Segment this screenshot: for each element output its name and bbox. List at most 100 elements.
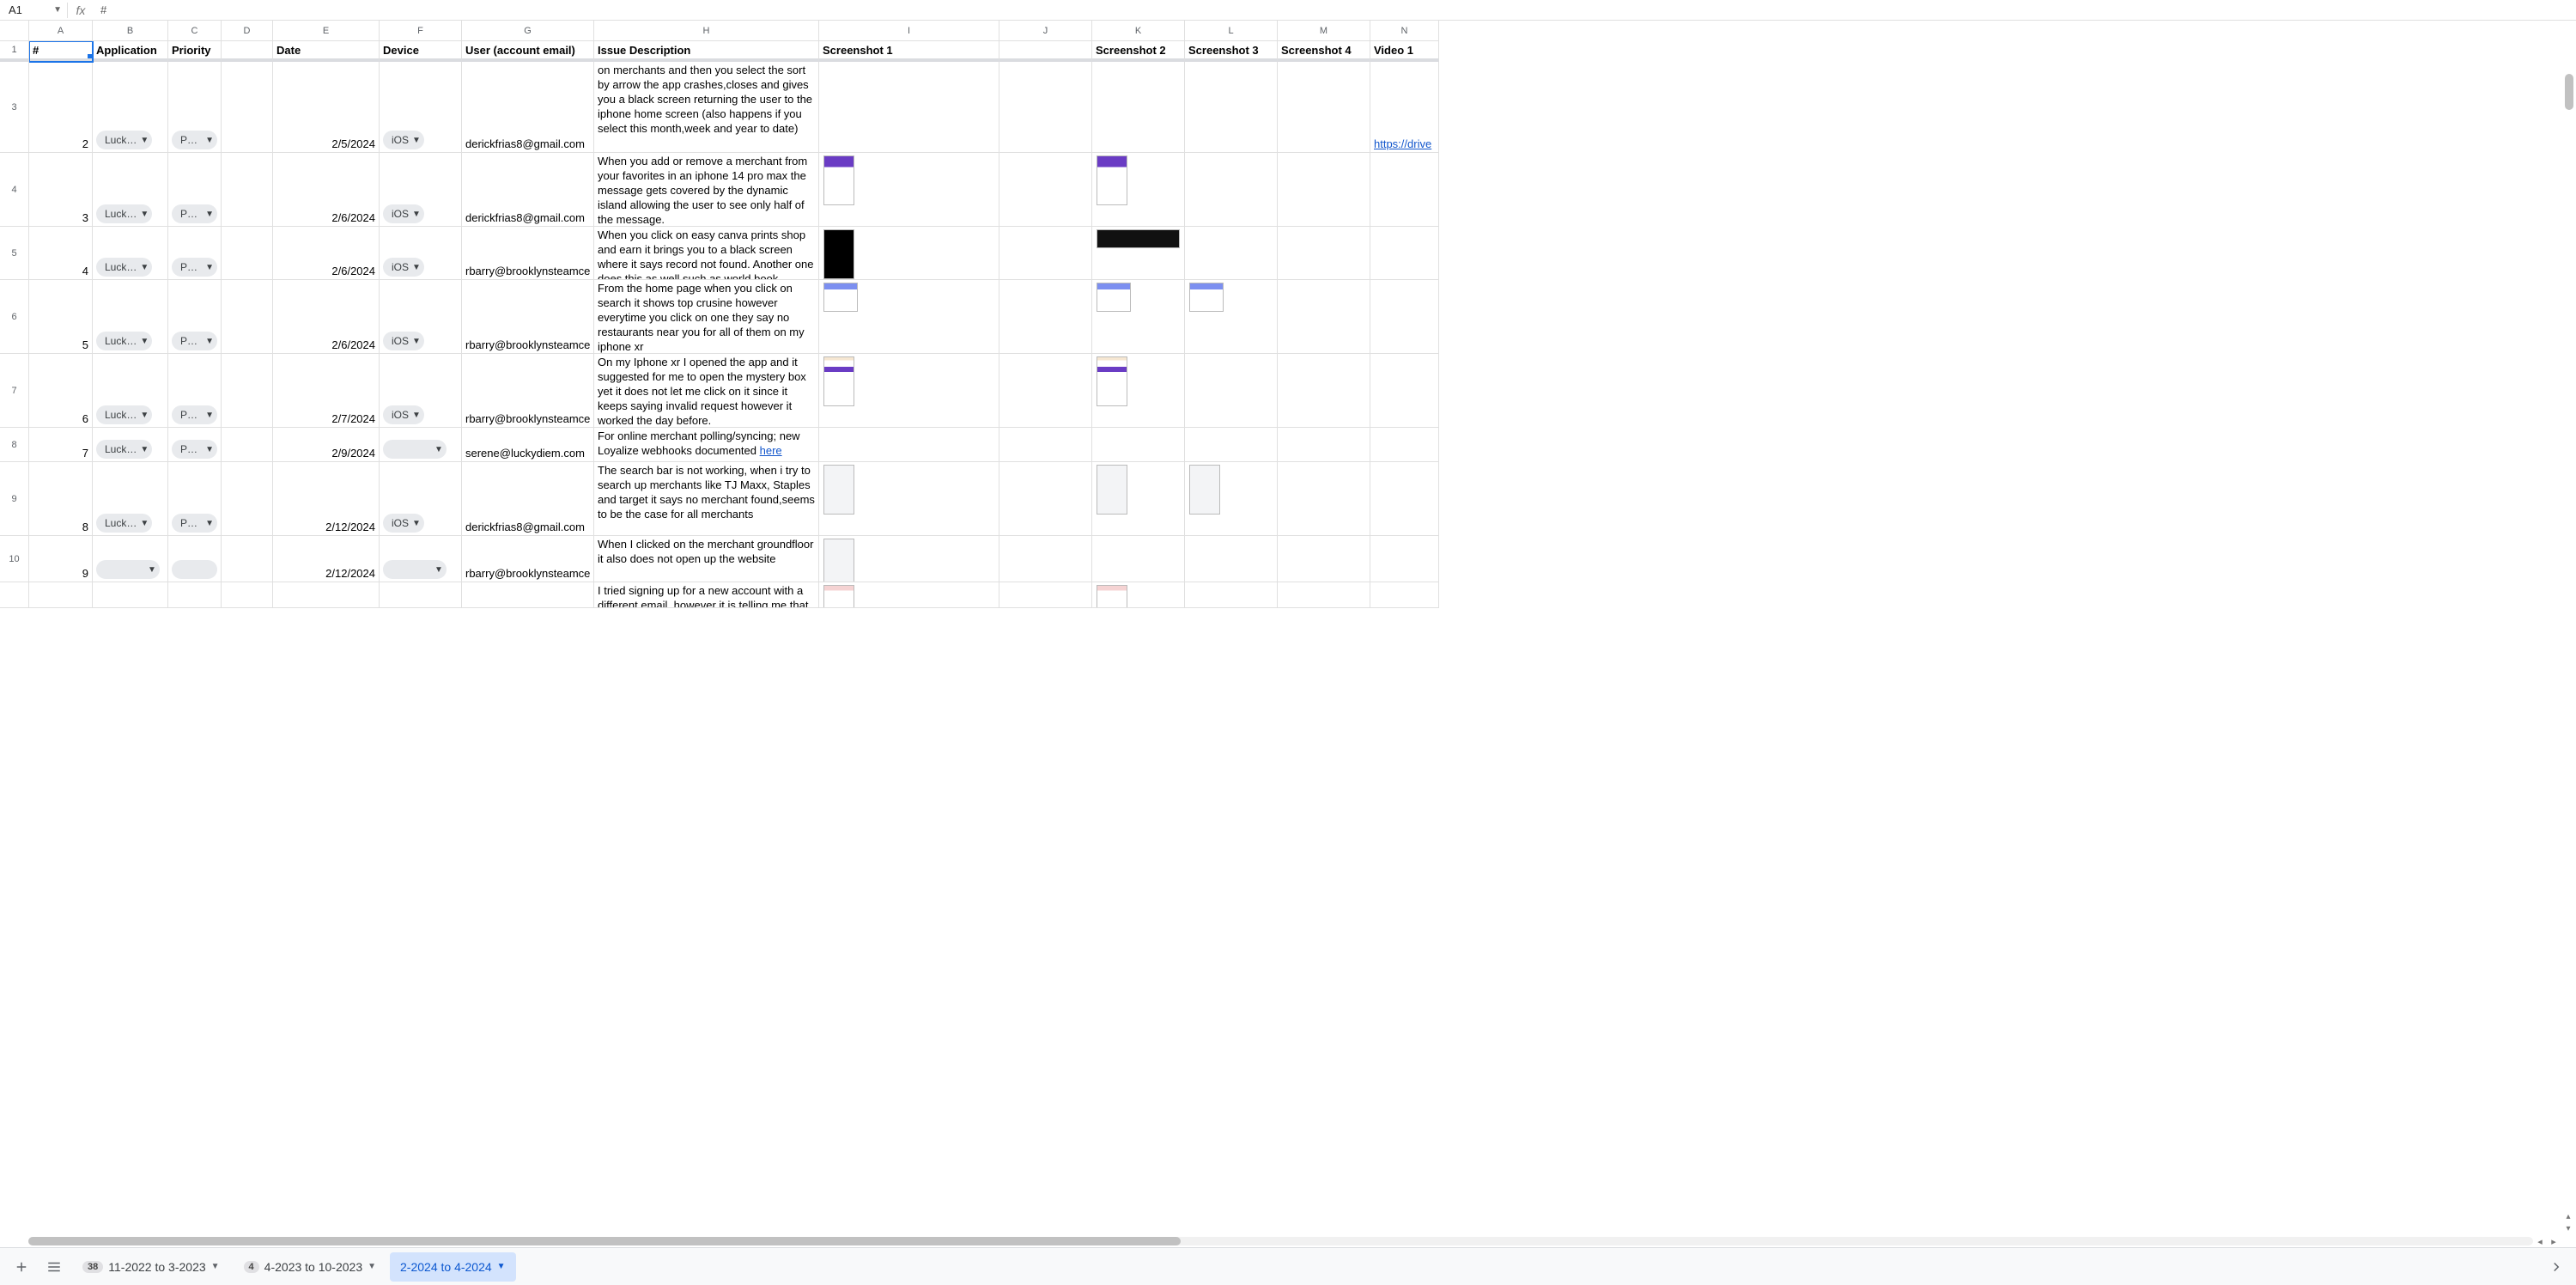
header-cell[interactable]: User (account email): [462, 41, 594, 62]
cell[interactable]: [1370, 536, 1439, 582]
row-header[interactable]: 6: [0, 280, 29, 354]
cell[interactable]: Luck…▼: [93, 462, 168, 536]
row-header[interactable]: 1: [0, 41, 29, 62]
screenshot-thumbnail[interactable]: [1097, 283, 1131, 312]
screenshot-thumbnail[interactable]: [1189, 283, 1224, 312]
cell[interactable]: [1092, 462, 1185, 536]
cell[interactable]: [222, 354, 273, 428]
column-header[interactable]: H: [594, 21, 819, 41]
screenshot-thumbnail[interactable]: [823, 585, 854, 608]
horizontal-scrollbar[interactable]: ◂ ▸: [28, 1235, 2561, 1247]
sheet-tab[interactable]: 44-2023 to 10-2023▼: [234, 1252, 386, 1282]
dropdown-chip[interactable]: P2 - M…▼: [172, 332, 217, 350]
row-header[interactable]: 9: [0, 462, 29, 536]
cell[interactable]: [222, 153, 273, 227]
cell[interactable]: [1278, 227, 1370, 280]
screenshot-thumbnail[interactable]: [1097, 229, 1180, 248]
cell[interactable]: [999, 227, 1092, 280]
header-cell[interactable]: Application: [93, 41, 168, 62]
screenshot-thumbnail[interactable]: [823, 155, 854, 205]
screenshot-thumbnail[interactable]: [823, 539, 854, 582]
cell[interactable]: [1370, 153, 1439, 227]
column-header[interactable]: A: [29, 21, 93, 41]
cell[interactable]: [999, 62, 1092, 153]
cell[interactable]: [999, 153, 1092, 227]
cell[interactable]: P2 - M…▼: [168, 354, 222, 428]
row-header[interactable]: 8: [0, 428, 29, 462]
row-header[interactable]: [0, 582, 29, 608]
all-sheets-button[interactable]: [39, 1252, 69, 1282]
cell[interactable]: For online merchant polling/syncing; new…: [594, 428, 819, 462]
cell[interactable]: [819, 536, 999, 582]
cell[interactable]: P1 - Cri…▼: [168, 62, 222, 153]
cell[interactable]: 3: [29, 153, 93, 227]
cell[interactable]: 2: [29, 62, 93, 153]
cell[interactable]: [1370, 280, 1439, 354]
dropdown-chip[interactable]: ▼: [96, 560, 160, 579]
header-cell[interactable]: Screenshot 3: [1185, 41, 1278, 62]
cell[interactable]: Luck…▼: [93, 227, 168, 280]
cell[interactable]: When you add or remove a merchant from y…: [594, 153, 819, 227]
cell[interactable]: From the home page when you click on sea…: [594, 280, 819, 354]
cell[interactable]: [1370, 227, 1439, 280]
screenshot-thumbnail[interactable]: [1097, 356, 1127, 406]
cell[interactable]: rbarry@brooklynsteamce: [462, 536, 594, 582]
cell[interactable]: iOS▼: [380, 280, 462, 354]
spreadsheet-grid[interactable]: ABCDEFGHIJKLMN1#ApplicationPriorityDateD…: [0, 21, 2576, 1247]
sheet-tab[interactable]: 3811-2022 to 3-2023▼: [72, 1252, 230, 1282]
column-header[interactable]: I: [819, 21, 999, 41]
cell[interactable]: [999, 428, 1092, 462]
screenshot-thumbnail[interactable]: [1097, 465, 1127, 515]
screenshot-thumbnail[interactable]: [823, 229, 854, 279]
cell[interactable]: [222, 428, 273, 462]
cell[interactable]: [1092, 428, 1185, 462]
screenshot-thumbnail[interactable]: [823, 356, 854, 406]
cell[interactable]: [819, 428, 999, 462]
cell[interactable]: When I clicked on the merchant groundflo…: [594, 536, 819, 582]
screenshot-thumbnail[interactable]: [823, 283, 858, 312]
row-header[interactable]: 10: [0, 536, 29, 582]
cell[interactable]: [999, 280, 1092, 354]
video-link[interactable]: https://drive: [1374, 137, 1431, 150]
cell[interactable]: 7: [29, 428, 93, 462]
cell[interactable]: [999, 536, 1092, 582]
dropdown-chip[interactable]: iOS▼: [383, 258, 424, 277]
screenshot-thumbnail[interactable]: [1097, 155, 1127, 205]
dropdown-chip[interactable]: ▼: [383, 440, 447, 459]
cell[interactable]: iOS▼: [380, 62, 462, 153]
cell[interactable]: [1092, 227, 1185, 280]
dropdown-chip[interactable]: P1 - Cri…▼: [172, 514, 217, 533]
cell[interactable]: Luck…▼: [93, 153, 168, 227]
dropdown-chip[interactable]: Luck…▼: [96, 405, 152, 424]
header-cell[interactable]: [222, 41, 273, 62]
cell[interactable]: serene@luckydiem.com: [462, 428, 594, 462]
cell[interactable]: rbarry@brooklynsteamce: [462, 354, 594, 428]
cell[interactable]: [380, 582, 462, 608]
cell[interactable]: ▼: [93, 536, 168, 582]
column-header[interactable]: C: [168, 21, 222, 41]
cell[interactable]: [1092, 536, 1185, 582]
cell[interactable]: [222, 462, 273, 536]
cell[interactable]: https://drive: [1370, 62, 1439, 153]
cell[interactable]: [1278, 153, 1370, 227]
header-cell[interactable]: Video 1: [1370, 41, 1439, 62]
cell[interactable]: [1185, 62, 1278, 153]
cell[interactable]: [1370, 428, 1439, 462]
column-header[interactable]: N: [1370, 21, 1439, 41]
header-cell[interactable]: Screenshot 1: [819, 41, 999, 62]
cell[interactable]: [1370, 462, 1439, 536]
header-cell[interactable]: Priority: [168, 41, 222, 62]
cell[interactable]: 2/6/2024: [273, 153, 380, 227]
cell[interactable]: [819, 153, 999, 227]
cell[interactable]: iOS▼: [380, 354, 462, 428]
column-header[interactable]: L: [1185, 21, 1278, 41]
cell[interactable]: [1278, 354, 1370, 428]
header-cell[interactable]: Screenshot 2: [1092, 41, 1185, 62]
cell[interactable]: [1278, 428, 1370, 462]
cell[interactable]: [273, 582, 380, 608]
cell[interactable]: [222, 227, 273, 280]
dropdown-chip[interactable]: Luck…▼: [96, 131, 152, 149]
cell[interactable]: [1092, 354, 1185, 428]
cell[interactable]: [819, 62, 999, 153]
cell[interactable]: [168, 582, 222, 608]
